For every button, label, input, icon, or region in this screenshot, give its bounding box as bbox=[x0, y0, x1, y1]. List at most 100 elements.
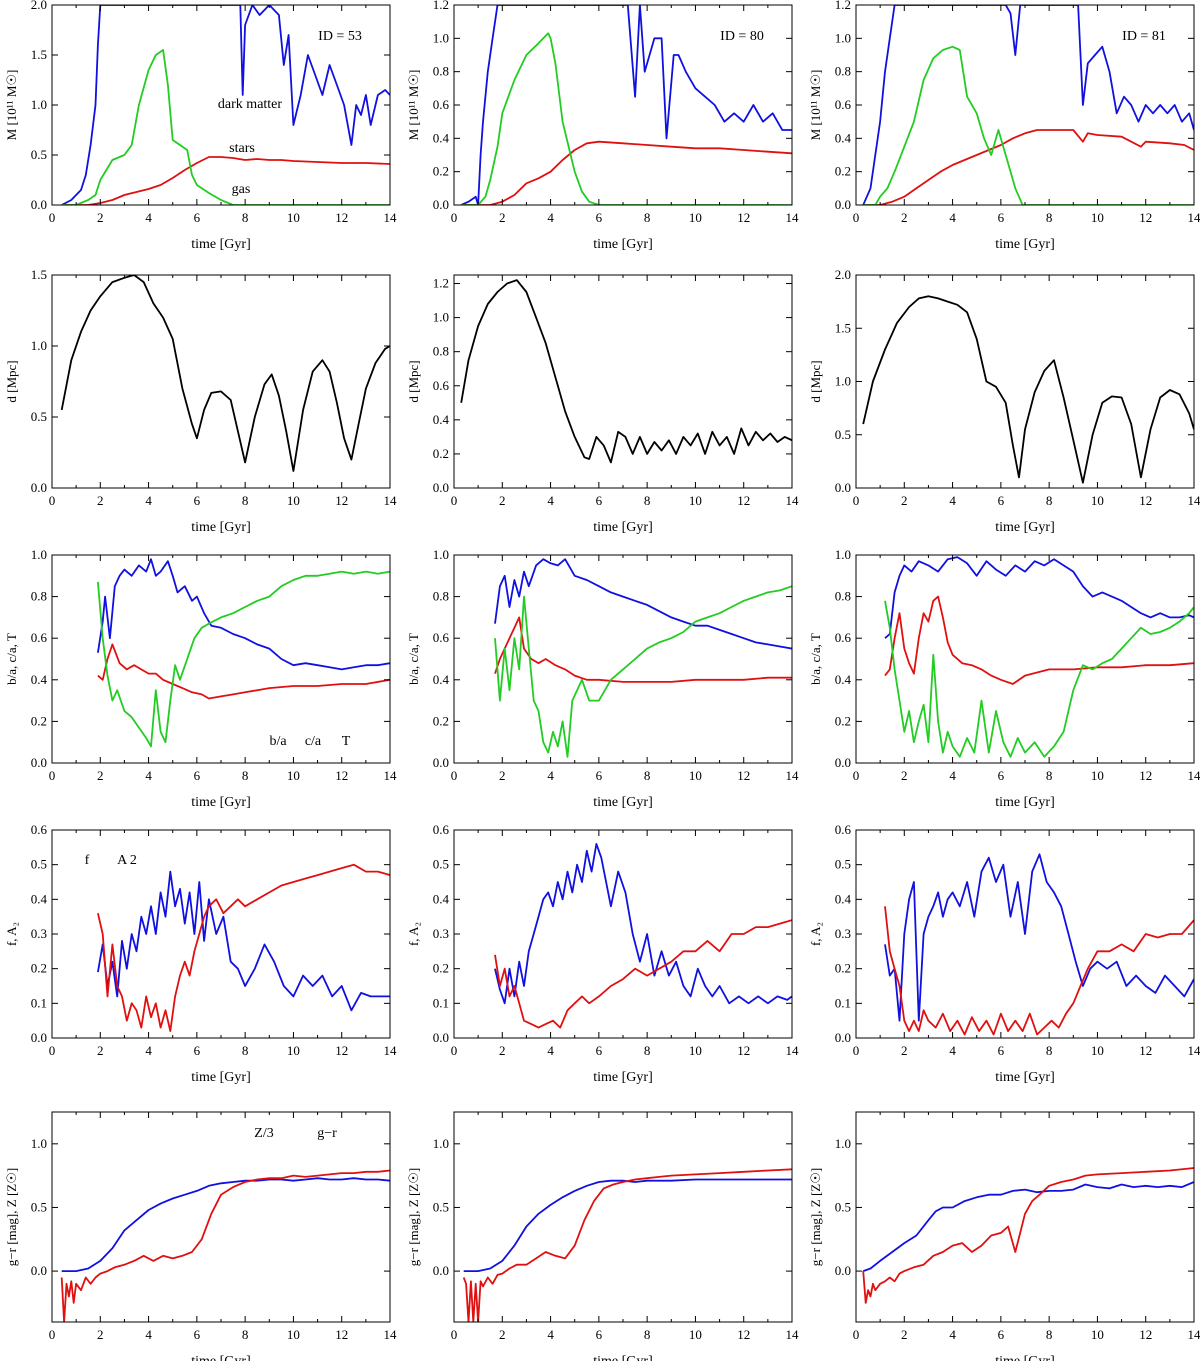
y-axis-label: f, A₂ bbox=[4, 922, 19, 946]
x-tick-label: 12 bbox=[335, 493, 348, 508]
x-tick-label: 10 bbox=[689, 1327, 702, 1342]
series-line-g-r bbox=[462, 1168, 792, 1322]
y-tick-label: 0.2 bbox=[433, 713, 449, 728]
x-tick-label: 12 bbox=[335, 1327, 348, 1342]
x-tick-label: 8 bbox=[1046, 493, 1053, 508]
x-tick-label: 0 bbox=[49, 493, 56, 508]
x-tick-label: 10 bbox=[287, 210, 300, 225]
x-tick-label: 6 bbox=[596, 1327, 603, 1342]
plot-frame bbox=[51, 554, 391, 764]
y-axis-label: b/a, c/a, T bbox=[808, 633, 823, 685]
x-tick-label: 4 bbox=[145, 210, 152, 225]
x-tick-label: 0 bbox=[49, 210, 56, 225]
y-tick-label: 1.5 bbox=[31, 267, 47, 282]
x-tick-label: 0 bbox=[853, 768, 860, 783]
y-tick-label: 0.6 bbox=[433, 97, 450, 112]
x-tick-label: 2 bbox=[499, 210, 506, 225]
y-axis-label: b/a, c/a, T bbox=[4, 633, 19, 685]
series-line-a-2 bbox=[494, 919, 792, 1029]
y-tick-label: 0.4 bbox=[31, 891, 48, 906]
y-axis-label: f, A₂ bbox=[808, 922, 823, 946]
y-tick-label: 0.4 bbox=[433, 412, 450, 427]
y-tick-label: 0.1 bbox=[31, 995, 47, 1010]
x-axis-label: time [Gyr] bbox=[593, 795, 652, 810]
y-tick-label: 0.8 bbox=[31, 589, 47, 604]
y-tick-label: 0.6 bbox=[31, 822, 48, 837]
y-tick-label: 0.6 bbox=[433, 630, 450, 645]
x-tick-label: 4 bbox=[547, 210, 554, 225]
y-tick-label: 1.0 bbox=[835, 547, 851, 562]
x-tick-label: 6 bbox=[998, 1327, 1005, 1342]
series-line-dark-matter bbox=[61, 5, 390, 205]
panel-r3c1 bbox=[51, 554, 391, 764]
y-tick-label: 0.2 bbox=[835, 961, 851, 976]
x-tick-label: 14 bbox=[384, 1043, 398, 1058]
series-line-t bbox=[884, 600, 1194, 758]
x-tick-label: 0 bbox=[451, 493, 458, 508]
legend-g-r: g−r bbox=[317, 1126, 337, 1141]
y-axis-label: M [10¹¹ M☉] bbox=[808, 70, 823, 141]
y-tick-label: 0.0 bbox=[835, 1030, 851, 1045]
y-tick-label: 1.2 bbox=[835, 0, 851, 12]
y-tick-label: 0.0 bbox=[433, 1030, 449, 1045]
y-tick-label: 1.0 bbox=[31, 547, 47, 562]
x-tick-label: 8 bbox=[242, 210, 249, 225]
x-tick-label: 8 bbox=[644, 210, 651, 225]
x-axis-label: time [Gyr] bbox=[593, 1070, 652, 1085]
x-tick-label: 10 bbox=[689, 493, 702, 508]
y-tick-label: 1.2 bbox=[433, 276, 449, 291]
x-tick-label: 0 bbox=[853, 1043, 860, 1058]
x-tick-label: 10 bbox=[689, 210, 702, 225]
x-axis-label: time [Gyr] bbox=[995, 237, 1054, 252]
x-tick-label: 6 bbox=[998, 768, 1005, 783]
x-tick-label: 12 bbox=[737, 493, 750, 508]
legend-b-a: b/a bbox=[269, 734, 287, 749]
plot-frame bbox=[453, 274, 793, 489]
y-tick-label: 0.0 bbox=[31, 1263, 47, 1278]
x-tick-label: 0 bbox=[853, 1327, 860, 1342]
panel-r4c1 bbox=[51, 829, 391, 1039]
x-tick-label: 14 bbox=[1188, 1043, 1200, 1058]
x-tick-label: 8 bbox=[242, 1043, 249, 1058]
x-tick-label: 12 bbox=[335, 1043, 348, 1058]
series-line-d bbox=[460, 279, 792, 464]
y-tick-label: 1.5 bbox=[835, 320, 851, 335]
y-tick-label: 0.5 bbox=[433, 857, 449, 872]
x-tick-label: 14 bbox=[786, 1043, 800, 1058]
x-tick-label: 6 bbox=[596, 1043, 603, 1058]
y-tick-label: 0.0 bbox=[31, 1030, 47, 1045]
y-tick-label: 0.0 bbox=[31, 755, 47, 770]
y-tick-label: 0.0 bbox=[433, 755, 449, 770]
panel-r2c3 bbox=[855, 274, 1195, 489]
x-tick-label: 8 bbox=[1046, 210, 1053, 225]
x-tick-label: 10 bbox=[287, 768, 300, 783]
y-axis-label: g−r [mag], Z [Z☉] bbox=[4, 1168, 19, 1266]
x-tick-label: 14 bbox=[786, 493, 800, 508]
series-line-gas bbox=[61, 49, 390, 205]
x-tick-label: 6 bbox=[998, 210, 1005, 225]
y-tick-label: 1.0 bbox=[835, 374, 851, 389]
y-tick-label: 0.2 bbox=[31, 713, 47, 728]
y-tick-label: 0.6 bbox=[433, 378, 450, 393]
x-tick-label: 4 bbox=[949, 1327, 956, 1342]
panel-r1c2 bbox=[453, 4, 793, 206]
x-tick-label: 2 bbox=[499, 493, 506, 508]
x-tick-label: 14 bbox=[786, 768, 800, 783]
x-tick-label: 2 bbox=[499, 1043, 506, 1058]
x-tick-label: 14 bbox=[1188, 210, 1200, 225]
y-tick-label: 1.0 bbox=[835, 30, 851, 45]
series-line-stars bbox=[61, 156, 390, 205]
y-axis-label: b/a, c/a, T bbox=[406, 633, 421, 685]
x-tick-label: 6 bbox=[596, 493, 603, 508]
x-tick-label: 14 bbox=[786, 1327, 800, 1342]
y-axis-label: d [Mpc] bbox=[4, 360, 19, 402]
x-tick-label: 0 bbox=[451, 1043, 458, 1058]
x-tick-label: 2 bbox=[901, 493, 908, 508]
legend-t: T bbox=[342, 734, 351, 749]
x-tick-label: 12 bbox=[1139, 210, 1152, 225]
y-axis-label: M [10¹¹ M☉] bbox=[4, 70, 19, 141]
series-line-c-a bbox=[884, 595, 1194, 685]
y-tick-label: 1.5 bbox=[31, 47, 47, 62]
x-tick-label: 4 bbox=[547, 493, 554, 508]
x-axis-label: time [Gyr] bbox=[995, 1070, 1054, 1085]
